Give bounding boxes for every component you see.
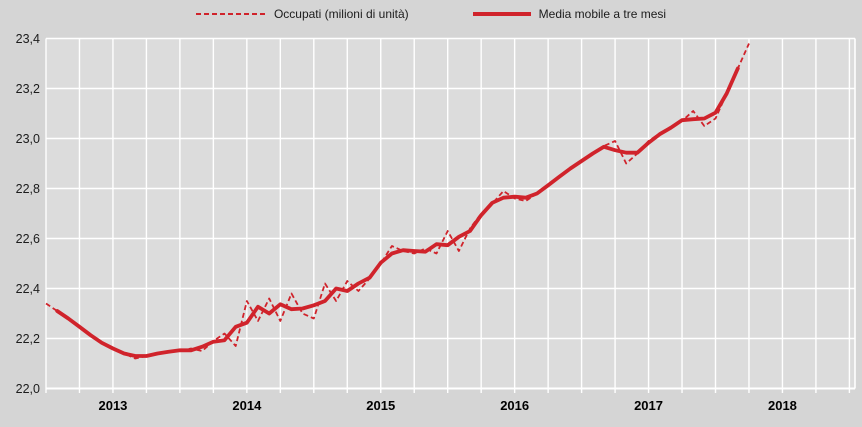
solid-line-sample-icon [472, 12, 531, 16]
legend-label-occupati: Occupati (milioni di unità) [273, 7, 409, 21]
y-axis-label: 23,0 [16, 132, 40, 146]
y-axis-label: 23,4 [16, 32, 40, 46]
y-axis-label: 22,6 [16, 232, 40, 246]
x-axis-label: 2016 [500, 398, 529, 413]
chart-legend: Occupati (milioni di unità) Media mobile… [0, 7, 862, 21]
y-axis-label: 22,4 [16, 282, 40, 296]
x-axis-label: 2013 [98, 398, 127, 413]
dashed-line-sample-icon [195, 13, 266, 15]
y-axis-label: 23,2 [16, 82, 40, 96]
series-occupati-line [45, 43, 750, 360]
x-axis-label: 2014 [232, 398, 262, 413]
legend-item-media-mobile: Media mobile a tre mesi [472, 7, 667, 21]
y-axis-label: 22,0 [16, 382, 40, 396]
plot-background [46, 38, 855, 389]
legend-label-media-mobile: Media mobile a tre mesi [538, 7, 667, 21]
x-axis-label: 2018 [768, 398, 797, 413]
x-axis-label: 2017 [634, 398, 663, 413]
y-axis-label: 22,2 [16, 332, 40, 346]
y-axis-label: 22,8 [16, 182, 40, 196]
x-axis-label: 2015 [366, 398, 395, 413]
legend-item-occupati: Occupati (milioni di unità) [195, 7, 409, 21]
series-media-mobile-line [55, 66, 740, 358]
